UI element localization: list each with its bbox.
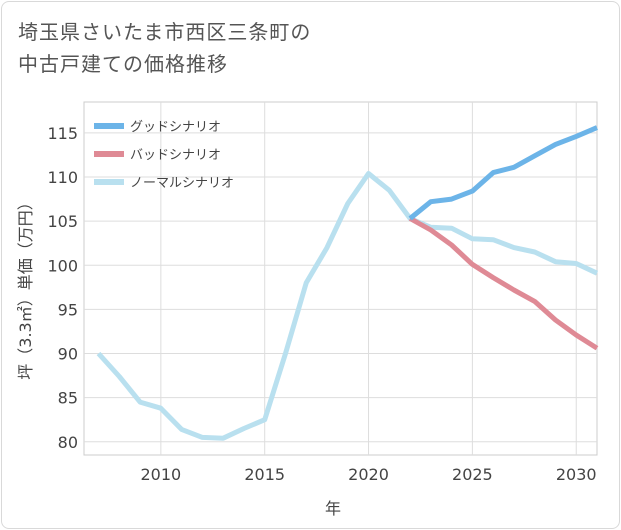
y-tick-label: 80 [58,433,78,452]
plot-area [83,101,598,456]
y-tick-label: 90 [58,345,78,364]
series-line-2 [96,171,599,441]
legend-label: バッドシナリオ [130,148,221,163]
y-axis-ticks: 80 85 90 95 100 105 110 115 [47,124,78,452]
series-layer [96,125,599,441]
y-tick-label: 105 [47,212,78,231]
y-axis-title: 坪（3.3㎡）単価（万円） [16,194,35,379]
chart-title: 埼玉県さいたま市西区三条町の 中古戸建ての価格推移 [18,20,312,76]
grid [84,102,597,455]
x-tick-label: 2025 [452,465,493,484]
x-tick-label: 2020 [348,465,389,484]
y-tick-label: 95 [58,300,78,319]
x-axis-ticks: 2010 2015 2020 2025 2030 [140,465,596,484]
x-axis-title: 年 [325,499,341,518]
y-tick-label: 110 [47,168,78,187]
series-line-1 [408,216,599,351]
x-tick-label: 2010 [140,465,181,484]
legend-label: グッドシナリオ [130,120,221,135]
series-line-0 [408,125,598,221]
x-tick-label: 2015 [244,465,285,484]
y-tick-label: 85 [58,389,78,408]
y-tick-label: 115 [47,124,78,143]
legend-label: ノーマルシナリオ [130,176,234,191]
x-tick-label: 2030 [556,465,597,484]
y-tick-label: 100 [47,256,78,275]
